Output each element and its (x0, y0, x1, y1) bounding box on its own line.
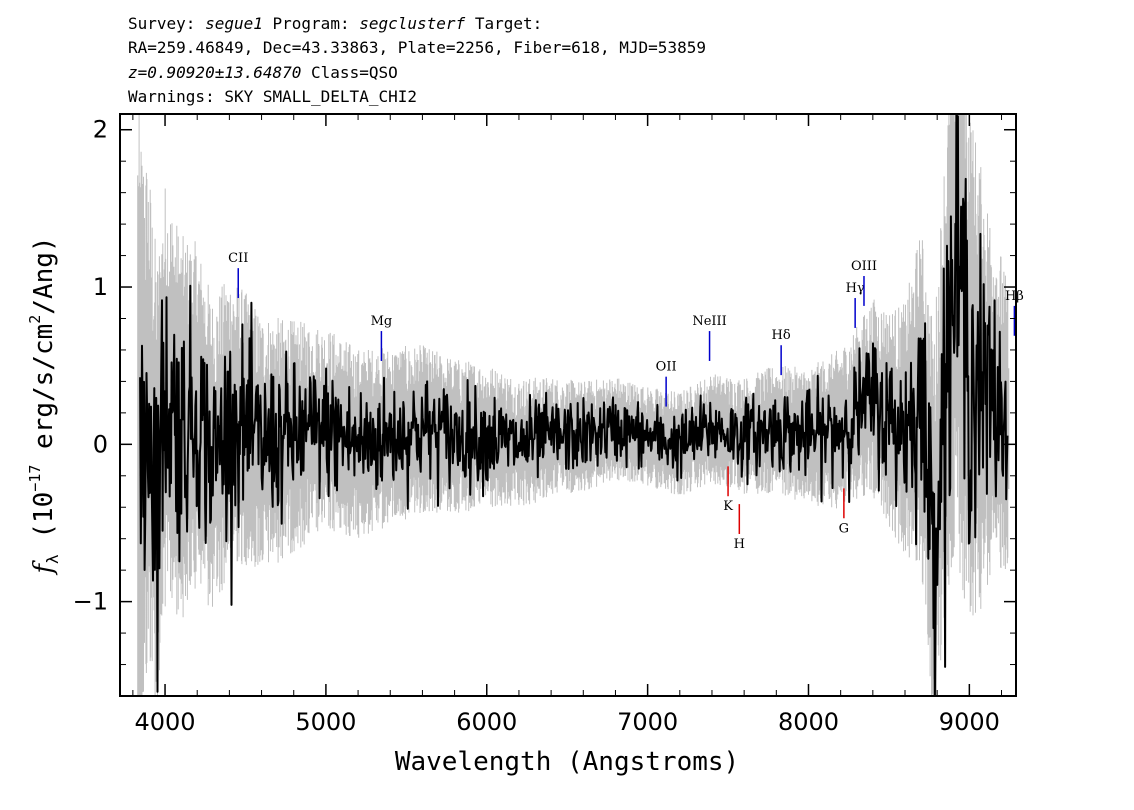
svg-text:fλ (10−17 erg/s/cm2/Ang): fλ (10−17 erg/s/cm2/Ang) (26, 236, 62, 575)
y-tick-label-2: 1 (93, 273, 108, 301)
y-tick-label-1: 0 (93, 430, 108, 458)
header-redshift-line: z=0.90920±13.64870 Class=QSO (128, 63, 398, 83)
program-value: segclusterf (359, 14, 466, 33)
x-tick-label-5: 9000 (939, 708, 1000, 736)
flux-line (139, 114, 1009, 696)
flux-layer (139, 114, 1009, 696)
x-tick-label-4: 8000 (778, 708, 839, 736)
header-coordinates-line: RA=259.46849, Dec=43.33863, Plate=2256, … (128, 38, 706, 57)
x-tick-label-1: 5000 (295, 708, 356, 736)
x-tick-label-3: 7000 (617, 708, 678, 736)
y-tick-label-0: −1 (73, 588, 108, 616)
survey-value: segue1 (205, 14, 263, 33)
emission-line-label-2: OII (656, 360, 677, 375)
spectral-line-markers: CII Mg OII NeIII Hδ Hγ OIII Hβ K H G (228, 251, 1024, 552)
emission-line-label-5: Hγ (846, 281, 865, 296)
emission-line-label-3: NeIII (692, 314, 726, 329)
absorption-line-label-2: G (839, 521, 849, 536)
emission-line-label-4: Hδ (772, 328, 791, 343)
emission-line-label-7: Hβ (1005, 289, 1024, 304)
class-value: Class=QSO (311, 63, 398, 82)
x-tick-label-0: 4000 (135, 708, 196, 736)
y-tick-label-3: 2 (93, 116, 108, 144)
emission-line-label-0: CII (228, 251, 248, 266)
absorption-line-label-1: H (734, 537, 745, 552)
redshift-value: z=0.90920±13.64870 (128, 63, 302, 82)
target-label: Target: (474, 14, 543, 33)
plot-frame (119, 113, 1017, 697)
x-axis-title: Wavelength (Angstroms) (395, 747, 739, 777)
y-axis-title: fλ (10−17 erg/s/cm2/Ang) (26, 236, 62, 575)
axis-ticks: 4000 5000 6000 7000 8000 9000 −1 0 1 2 (73, 114, 1016, 736)
emission-line-label-1: Mg (371, 314, 393, 329)
header-warnings-line: Warnings: SKY SMALL_DELTA_CHI2 (128, 87, 417, 106)
absorption-line-label-0: K (723, 499, 733, 514)
emission-line-label-6: OIII (851, 259, 877, 274)
program-label: Program: (272, 14, 350, 33)
header-survey-line: Survey: segue1 Program: segclusterf Targ… (128, 14, 542, 34)
survey-label: Survey: (128, 14, 196, 33)
x-tick-label-2: 6000 (456, 708, 517, 736)
